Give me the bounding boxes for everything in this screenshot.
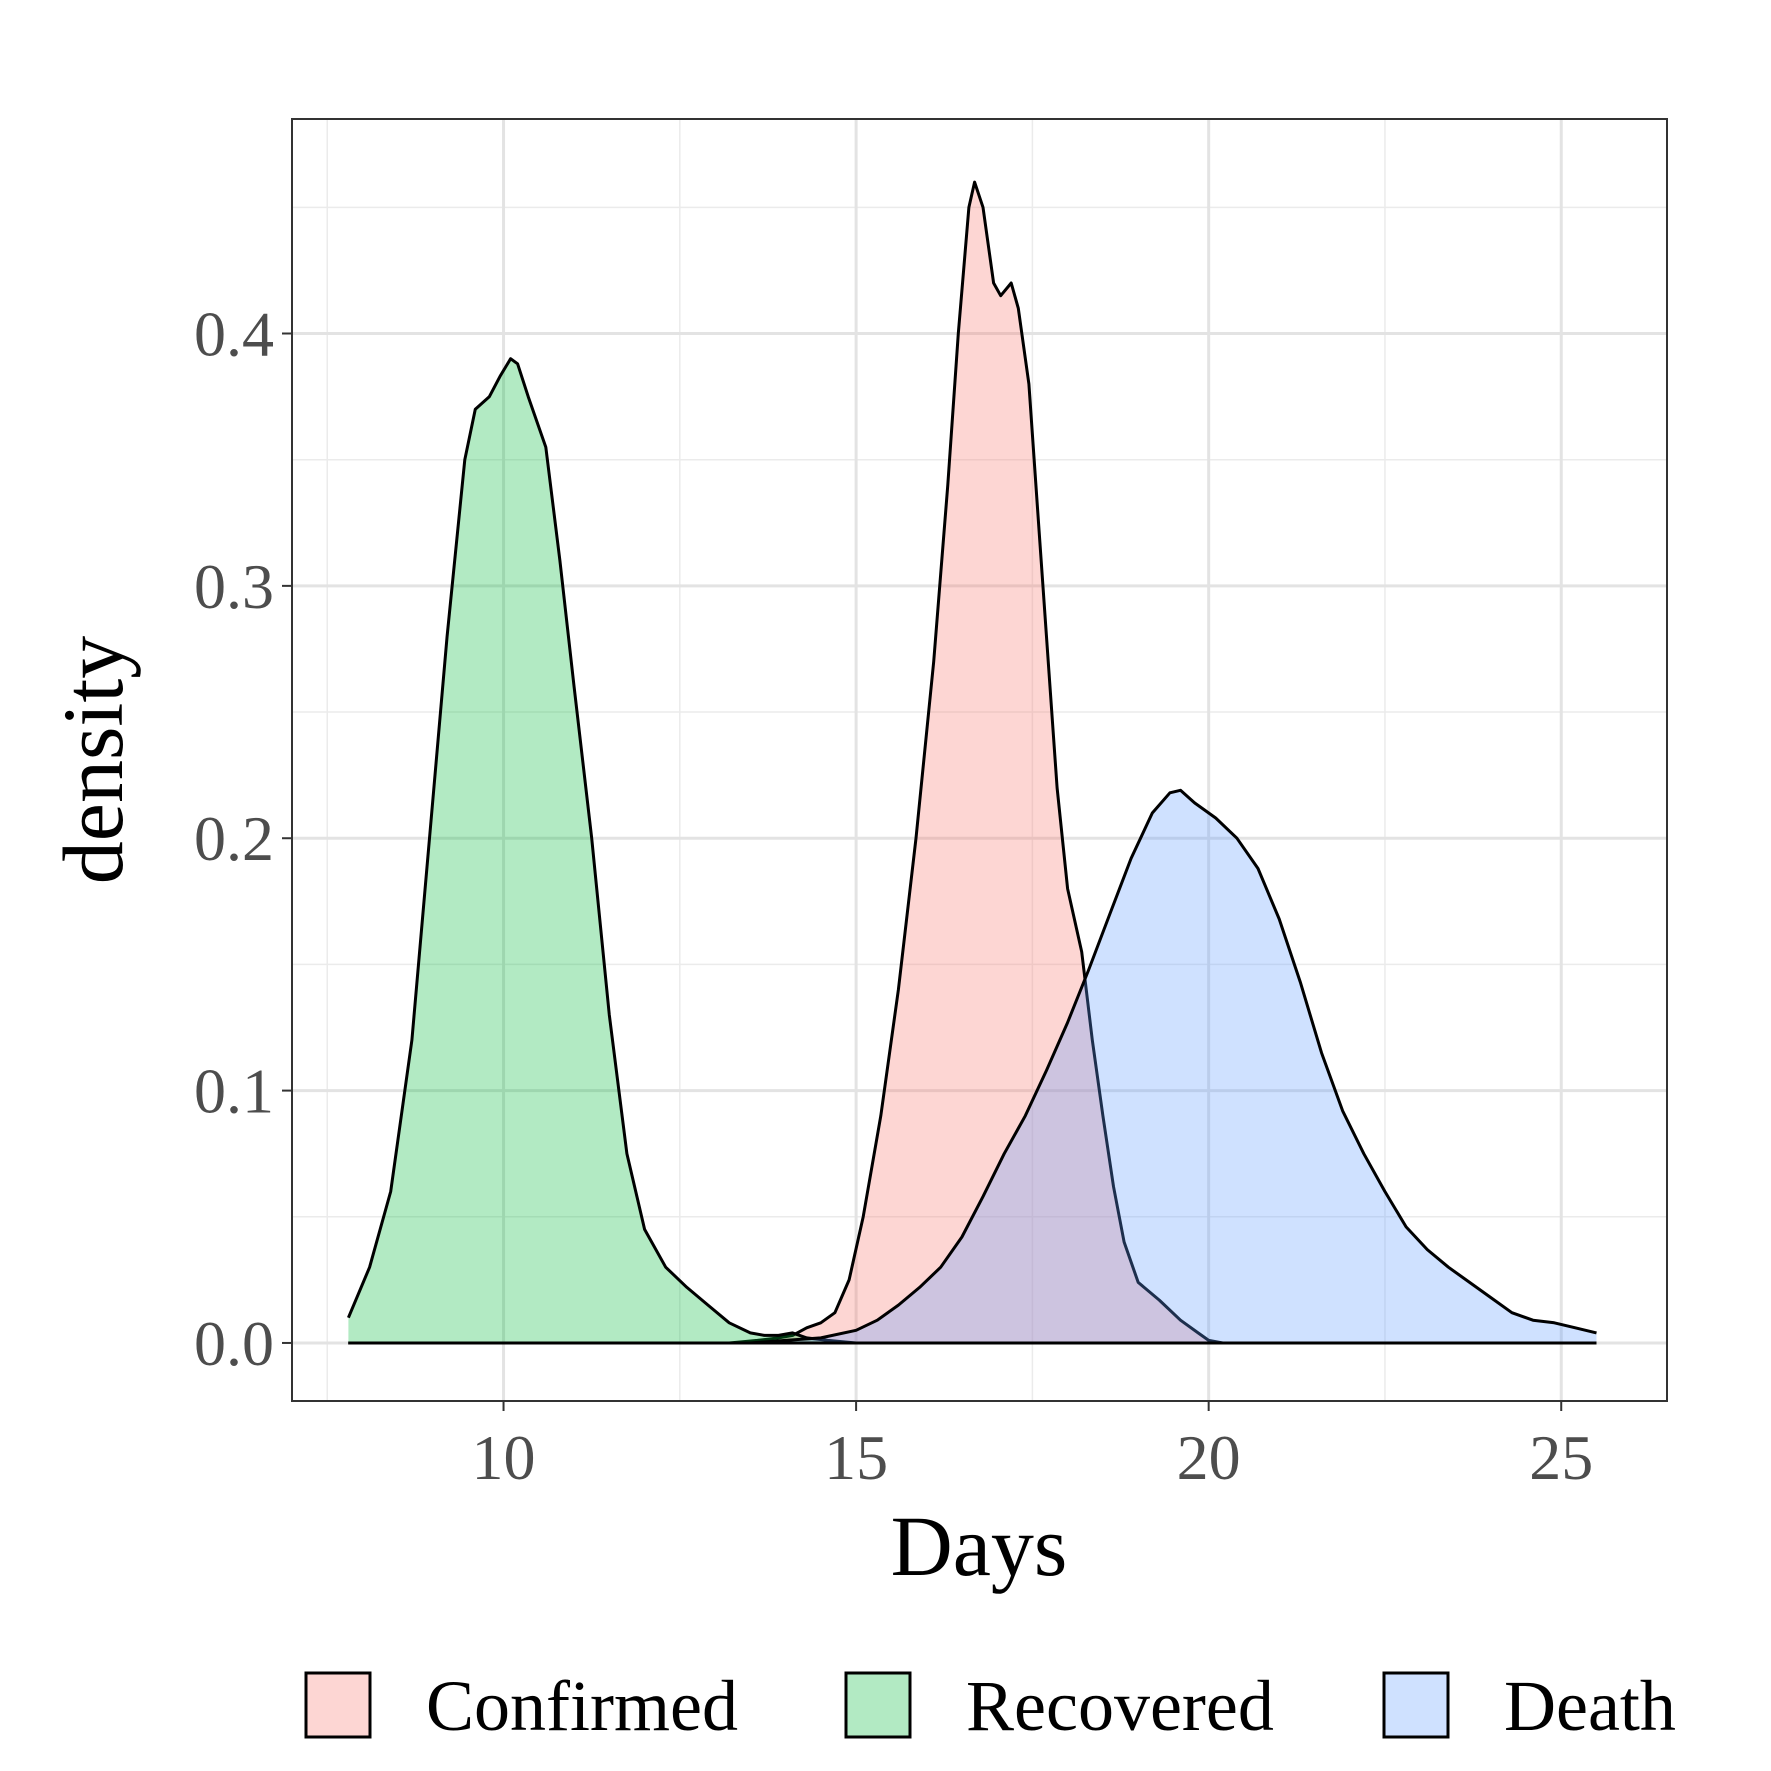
x-tick-label: 15 — [824, 1422, 888, 1493]
legend-key-death — [1382, 1671, 1450, 1739]
y-axis-title: density — [45, 636, 141, 884]
x-axis-title: Days — [891, 1498, 1068, 1594]
legend: Confirmed Recovered Death — [304, 1666, 1676, 1746]
x-tick-label: 20 — [1177, 1422, 1241, 1493]
x-tick-label: 10 — [472, 1422, 536, 1493]
x-tick-label: 25 — [1529, 1422, 1593, 1493]
legend-label-recovered: Recovered — [966, 1666, 1274, 1746]
legend-label-confirmed: Confirmed — [426, 1666, 738, 1746]
density-line-death — [348, 788, 1597, 1345]
density-line-confirmed — [348, 180, 1597, 1345]
y-tick-label: 0.1 — [194, 1056, 274, 1127]
plot-panel-border — [291, 118, 1668, 1402]
y-tick-label: 0.0 — [194, 1308, 274, 1379]
density-area-recovered — [348, 358, 1597, 1343]
legend-label-death: Death — [1504, 1666, 1676, 1746]
density-area-confirmed — [348, 182, 1597, 1344]
legend-key-recovered — [844, 1671, 912, 1739]
legend-key-confirmed — [304, 1671, 372, 1739]
y-tick-label: 0.2 — [194, 803, 274, 874]
density-areas — [347, 180, 1597, 1345]
axis-ticks: 10 15 20 25 0.0 0.1 0.2 0.3 0.4 — [194, 299, 1593, 1493]
y-tick-label: 0.3 — [194, 551, 274, 622]
density-area-death — [348, 790, 1597, 1343]
y-tick-label: 0.4 — [194, 299, 274, 370]
density-line-recovered — [347, 357, 1597, 1345]
